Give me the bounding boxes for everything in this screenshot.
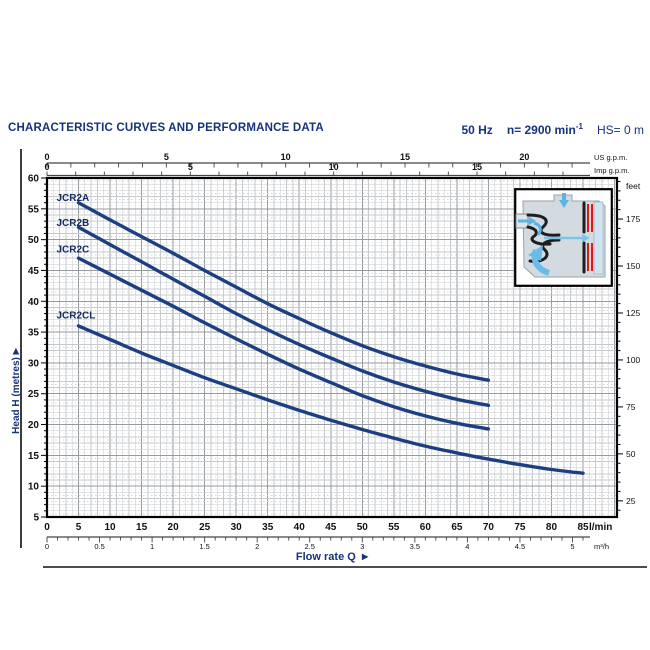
svg-text:10: 10: [329, 162, 339, 172]
operating-conditions: 50 Hz n= 2900 min-1 HS= 0 m: [461, 122, 644, 137]
svg-text:75: 75: [514, 522, 526, 533]
svg-text:JCR2B: JCR2B: [56, 218, 89, 229]
x-axis-imp-gpm: 0 5 10 15 Imp g.p.m.: [44, 162, 629, 177]
impeller-red-vanes: [587, 204, 593, 271]
svg-text:2.5: 2.5: [305, 542, 315, 551]
svg-text:50: 50: [626, 449, 636, 459]
svg-text:1.5: 1.5: [199, 542, 209, 551]
svg-text:5: 5: [76, 522, 82, 533]
svg-text:15: 15: [400, 152, 410, 162]
right-arrow-icon: ▶: [361, 552, 369, 561]
svg-text:60: 60: [420, 522, 432, 533]
svg-text:5: 5: [570, 542, 574, 551]
water-flow-arrows: [518, 193, 590, 276]
svg-text:100: 100: [626, 355, 640, 365]
svg-text:55: 55: [28, 204, 40, 215]
svg-text:3: 3: [360, 542, 364, 551]
svg-text:40: 40: [28, 297, 40, 308]
frequency-value: 50 Hz: [461, 123, 493, 137]
svg-text:45: 45: [325, 522, 337, 533]
svg-text:35: 35: [28, 328, 40, 339]
svg-text:2: 2: [255, 542, 259, 551]
svg-text:0: 0: [44, 152, 49, 162]
svg-text:0: 0: [44, 162, 49, 172]
svg-text:50: 50: [357, 522, 369, 533]
svg-text:55: 55: [388, 522, 400, 533]
svg-text:150: 150: [626, 261, 640, 271]
bottom-separator-line: [43, 566, 647, 568]
svg-text:10: 10: [281, 152, 291, 162]
suction-head-value: HS= 0 m: [596, 123, 644, 137]
svg-text:15: 15: [136, 522, 148, 533]
speed-value: n= 2900 min: [506, 123, 576, 137]
curve-JCR2A: JCR2A: [56, 193, 491, 382]
curve-JCR2CL: JCR2CL: [56, 311, 585, 475]
svg-text:25: 25: [199, 522, 211, 533]
speed-exponent: -1: [575, 122, 583, 131]
svg-text:20: 20: [168, 522, 180, 533]
svg-text:20: 20: [519, 152, 529, 162]
svg-text:l/min: l/min: [589, 522, 612, 533]
svg-text:15: 15: [28, 451, 40, 462]
curve-JCR2B: JCR2B: [56, 218, 491, 408]
left-margin-rule: [20, 149, 22, 548]
svg-text:40: 40: [294, 522, 306, 533]
svg-text:125: 125: [626, 308, 640, 318]
svg-text:70: 70: [483, 522, 495, 533]
svg-text:0: 0: [44, 522, 50, 533]
svg-text:65: 65: [451, 522, 463, 533]
svg-text:feet: feet: [626, 181, 641, 191]
svg-text:45: 45: [28, 266, 40, 277]
svg-text:50: 50: [28, 235, 40, 246]
svg-text:35: 35: [262, 522, 274, 533]
svg-text:5: 5: [188, 162, 193, 172]
x-axis-lmin: 0 5 10 15 20 25 30 35 40 45 50 55 60 65 70 75 80 85 l/min: [44, 522, 612, 533]
x-axis-m3h: 0 0.5 1 1.5 2 2.5 3 3.5 4 4.5 5 m³/h: [45, 536, 609, 551]
svg-text:0.5: 0.5: [94, 542, 104, 551]
svg-text:JCR2C: JCR2C: [56, 245, 89, 256]
svg-text:80: 80: [546, 522, 558, 533]
svg-text:US g.p.m.: US g.p.m.: [594, 153, 627, 162]
svg-text:15: 15: [472, 162, 482, 172]
svg-text:85: 85: [577, 522, 589, 533]
svg-text:25: 25: [28, 389, 40, 400]
svg-text:m³/h: m³/h: [594, 542, 609, 551]
svg-text:1: 1: [150, 542, 154, 551]
svg-text:JCR2CL: JCR2CL: [56, 311, 95, 322]
svg-text:4.5: 4.5: [515, 542, 525, 551]
svg-text:60: 60: [28, 174, 40, 185]
svg-text:10: 10: [28, 482, 40, 493]
ejector-channels: [526, 201, 586, 274]
pump-cross-section-inset: [514, 188, 613, 287]
svg-text:10: 10: [104, 522, 116, 533]
plot-border: [45, 176, 619, 519]
x-axis-us-gpm: 0 5 10 15 20 US g.p.m.: [44, 152, 627, 168]
svg-text:4: 4: [465, 542, 469, 551]
svg-text:30: 30: [231, 522, 243, 533]
y-axis-metres: 5 10 15 20 25 30 35 40 45 50 55 60: [28, 174, 47, 524]
svg-text:JCR2A: JCR2A: [56, 193, 89, 204]
svg-text:3.5: 3.5: [410, 542, 420, 551]
svg-text:75: 75: [626, 402, 636, 412]
svg-text:175: 175: [626, 214, 640, 224]
svg-text:5: 5: [164, 152, 169, 162]
svg-text:Imp g.p.m.: Imp g.p.m.: [594, 166, 629, 175]
curve-JCR2C: JCR2C: [56, 245, 491, 431]
y-axis-feet: 25 50 75 100 125 150 175 feet: [617, 180, 641, 511]
svg-text:5: 5: [33, 513, 39, 524]
impeller-housing: [593, 201, 604, 275]
x-axis-title: Flow rate Q ▶: [295, 551, 369, 563]
svg-text:30: 30: [28, 358, 40, 369]
svg-text:20: 20: [28, 420, 40, 431]
page-title: CHARACTERISTIC CURVES AND PERFORMANCE DA…: [8, 122, 324, 134]
svg-text:0: 0: [45, 542, 49, 551]
svg-text:25: 25: [626, 496, 636, 506]
